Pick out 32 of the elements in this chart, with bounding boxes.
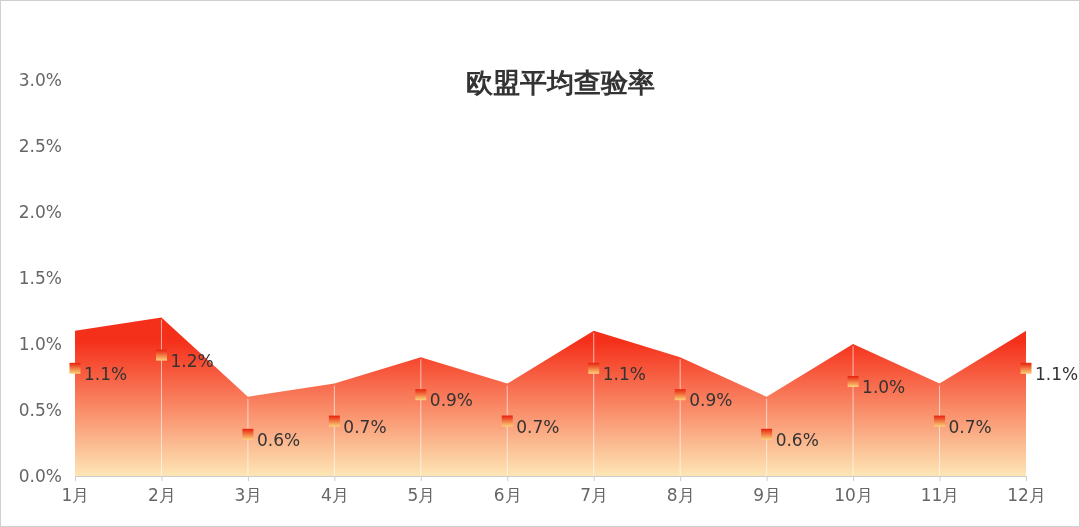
x-tick-label: 9月 [753, 485, 782, 506]
x-tick-label: 10月 [834, 485, 873, 506]
data-label: 1.1% [1035, 363, 1079, 384]
x-tick-label: 12月 [1007, 485, 1046, 506]
x-tick-label: 8月 [666, 485, 695, 506]
data-label: 1.0% [862, 377, 906, 397]
y-tick-label: 2.5% [18, 135, 62, 156]
x-tick-label: 6月 [493, 485, 522, 506]
data-label: 0.6% [775, 429, 819, 450]
x-tick-label: 11月 [920, 485, 960, 506]
y-tick-label: 0.0% [18, 465, 62, 486]
x-tick-label: 5月 [407, 485, 436, 506]
data-label: 1.1% [602, 363, 646, 384]
data-label: 0.7% [343, 416, 387, 437]
y-tick-label: 3.0% [18, 69, 62, 90]
data-label: 0.7% [516, 416, 560, 437]
y-tick-label: 1.5% [18, 267, 62, 288]
y-tick-label: 0.5% [18, 399, 62, 420]
x-tick-label: 4月 [320, 485, 349, 506]
x-tick-label: 1月 [61, 485, 90, 506]
y-tick-label: 1.0% [18, 333, 62, 354]
data-label: 0.9% [429, 390, 474, 411]
data-label: 0.7% [948, 416, 992, 437]
data-label: 0.9% [689, 390, 733, 411]
y-tick-label: 2.0% [18, 201, 62, 222]
chart-title: 欧盟平均查验率 [465, 66, 655, 98]
data-label: 0.6% [256, 429, 301, 450]
x-tick-label: 2月 [148, 485, 176, 506]
x-tick-label: 7月 [580, 485, 609, 506]
data-label: 1.2% [170, 350, 214, 371]
data-label: 1.1% [84, 363, 128, 384]
x-tick-label: 3月 [234, 485, 263, 506]
